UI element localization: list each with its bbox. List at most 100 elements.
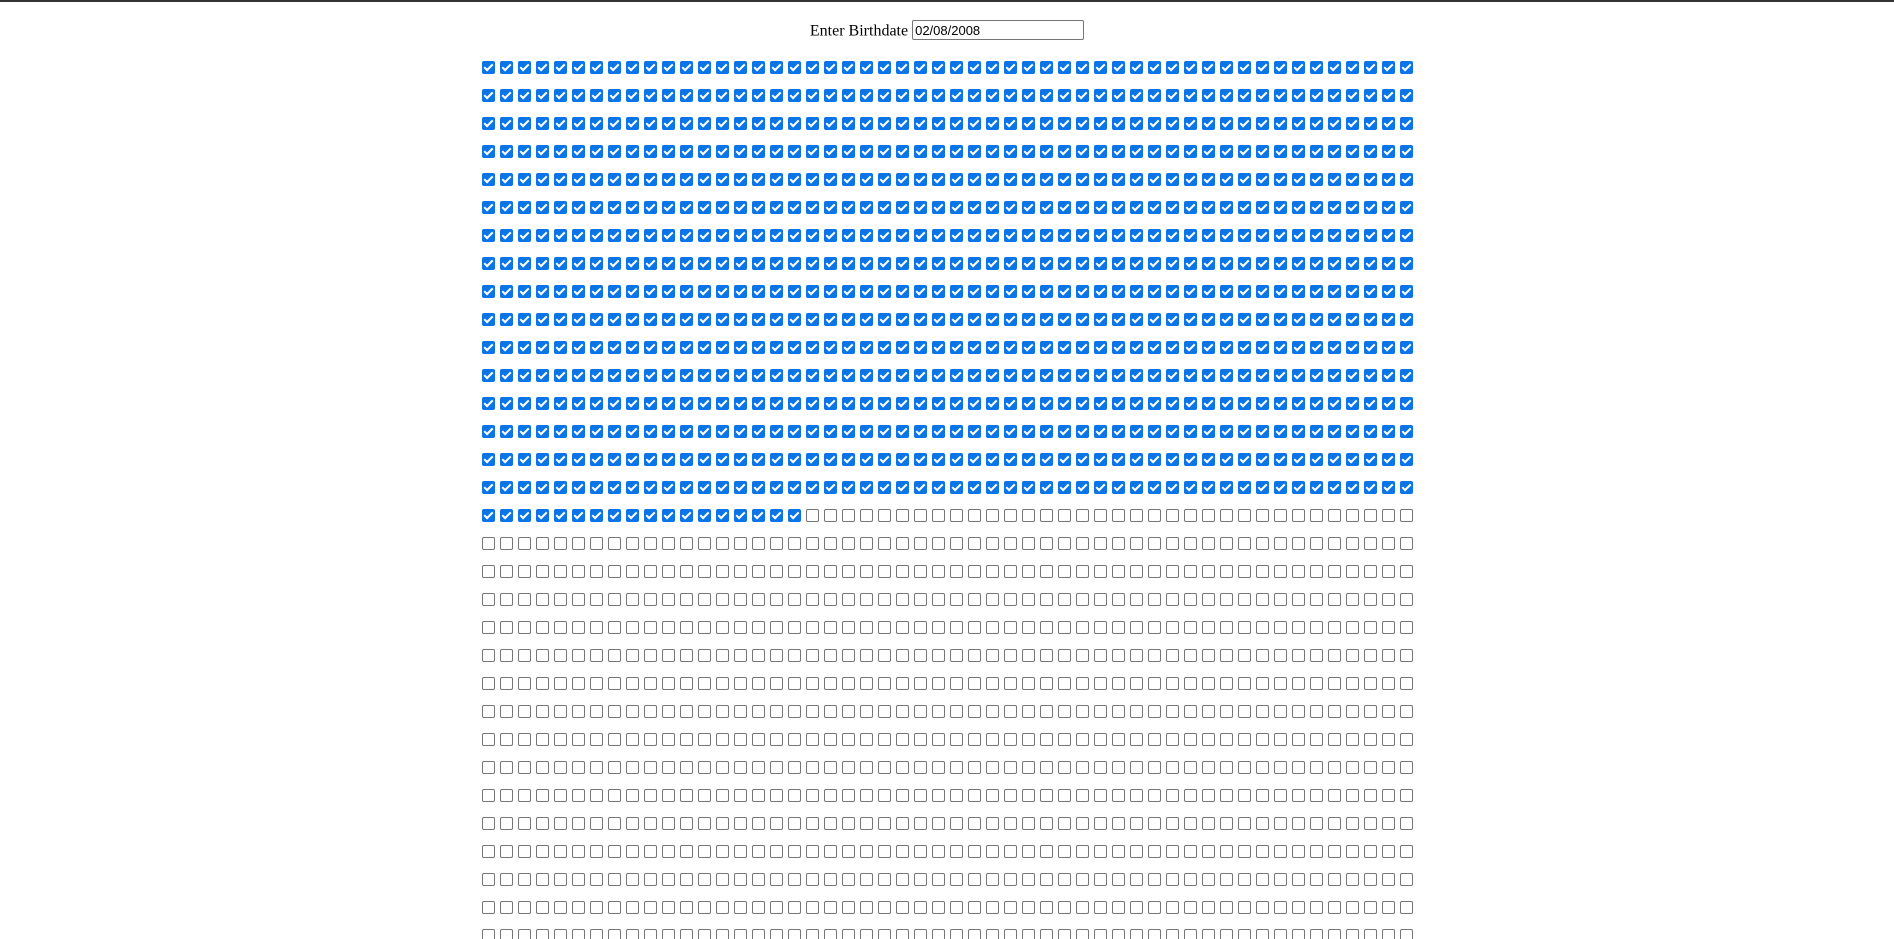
week-checkbox-checked[interactable] xyxy=(914,117,927,130)
week-checkbox-unchecked[interactable] xyxy=(914,789,927,802)
week-checkbox-unchecked[interactable] xyxy=(662,873,675,886)
week-checkbox-checked[interactable] xyxy=(788,453,801,466)
week-checkbox-checked[interactable] xyxy=(572,285,585,298)
week-checkbox-unchecked[interactable] xyxy=(788,817,801,830)
week-checkbox-unchecked[interactable] xyxy=(1364,901,1377,914)
week-checkbox-checked[interactable] xyxy=(1220,481,1233,494)
week-checkbox-checked[interactable] xyxy=(914,313,927,326)
week-checkbox-checked[interactable] xyxy=(698,145,711,158)
week-checkbox-checked[interactable] xyxy=(1040,313,1053,326)
week-checkbox-checked[interactable] xyxy=(1076,117,1089,130)
week-checkbox-unchecked[interactable] xyxy=(1364,873,1377,886)
week-checkbox-unchecked[interactable] xyxy=(914,873,927,886)
week-checkbox-unchecked[interactable] xyxy=(1220,565,1233,578)
week-checkbox-unchecked[interactable] xyxy=(500,593,513,606)
week-checkbox-unchecked[interactable] xyxy=(968,537,981,550)
week-checkbox-checked[interactable] xyxy=(806,481,819,494)
week-checkbox-checked[interactable] xyxy=(680,61,693,74)
week-checkbox-checked[interactable] xyxy=(986,481,999,494)
week-checkbox-unchecked[interactable] xyxy=(986,649,999,662)
week-checkbox-checked[interactable] xyxy=(644,201,657,214)
week-checkbox-unchecked[interactable] xyxy=(608,873,621,886)
week-checkbox-checked[interactable] xyxy=(500,145,513,158)
week-checkbox-unchecked[interactable] xyxy=(1148,705,1161,718)
week-checkbox-unchecked[interactable] xyxy=(1328,537,1341,550)
week-checkbox-unchecked[interactable] xyxy=(734,705,747,718)
week-checkbox-checked[interactable] xyxy=(968,173,981,186)
week-checkbox-checked[interactable] xyxy=(698,397,711,410)
week-checkbox-checked[interactable] xyxy=(518,145,531,158)
week-checkbox-unchecked[interactable] xyxy=(770,733,783,746)
week-checkbox-checked[interactable] xyxy=(1184,257,1197,270)
week-checkbox-unchecked[interactable] xyxy=(806,845,819,858)
week-checkbox-unchecked[interactable] xyxy=(662,705,675,718)
week-checkbox-unchecked[interactable] xyxy=(1094,873,1107,886)
week-checkbox-unchecked[interactable] xyxy=(1040,761,1053,774)
week-checkbox-checked[interactable] xyxy=(950,369,963,382)
week-checkbox-checked[interactable] xyxy=(1130,285,1143,298)
week-checkbox-unchecked[interactable] xyxy=(626,789,639,802)
week-checkbox-unchecked[interactable] xyxy=(896,817,909,830)
week-checkbox-unchecked[interactable] xyxy=(752,845,765,858)
week-checkbox-checked[interactable] xyxy=(680,341,693,354)
week-checkbox-unchecked[interactable] xyxy=(680,845,693,858)
week-checkbox-unchecked[interactable] xyxy=(1112,621,1125,634)
week-checkbox-unchecked[interactable] xyxy=(644,565,657,578)
week-checkbox-checked[interactable] xyxy=(1220,145,1233,158)
week-checkbox-unchecked[interactable] xyxy=(914,733,927,746)
week-checkbox-checked[interactable] xyxy=(1166,285,1179,298)
week-checkbox-checked[interactable] xyxy=(626,369,639,382)
week-checkbox-checked[interactable] xyxy=(590,173,603,186)
week-checkbox-checked[interactable] xyxy=(1094,145,1107,158)
week-checkbox-checked[interactable] xyxy=(482,61,495,74)
week-checkbox-checked[interactable] xyxy=(500,201,513,214)
week-checkbox-checked[interactable] xyxy=(698,117,711,130)
week-checkbox-checked[interactable] xyxy=(1148,145,1161,158)
week-checkbox-unchecked[interactable] xyxy=(824,649,837,662)
week-checkbox-checked[interactable] xyxy=(1274,425,1287,438)
week-checkbox-unchecked[interactable] xyxy=(1238,901,1251,914)
week-checkbox-unchecked[interactable] xyxy=(536,705,549,718)
week-checkbox-unchecked[interactable] xyxy=(662,901,675,914)
week-checkbox-unchecked[interactable] xyxy=(554,761,567,774)
week-checkbox-unchecked[interactable] xyxy=(662,789,675,802)
week-checkbox-checked[interactable] xyxy=(1148,89,1161,102)
week-checkbox-unchecked[interactable] xyxy=(1112,733,1125,746)
week-checkbox-unchecked[interactable] xyxy=(1076,929,1089,939)
week-checkbox-checked[interactable] xyxy=(770,369,783,382)
week-checkbox-unchecked[interactable] xyxy=(518,593,531,606)
week-checkbox-checked[interactable] xyxy=(590,145,603,158)
week-checkbox-checked[interactable] xyxy=(1292,481,1305,494)
week-checkbox-checked[interactable] xyxy=(824,425,837,438)
week-checkbox-checked[interactable] xyxy=(1022,173,1035,186)
week-checkbox-unchecked[interactable] xyxy=(914,761,927,774)
week-checkbox-checked[interactable] xyxy=(1094,229,1107,242)
week-checkbox-checked[interactable] xyxy=(572,313,585,326)
week-checkbox-unchecked[interactable] xyxy=(662,677,675,690)
week-checkbox-unchecked[interactable] xyxy=(608,565,621,578)
week-checkbox-unchecked[interactable] xyxy=(752,593,765,606)
week-checkbox-unchecked[interactable] xyxy=(968,761,981,774)
week-checkbox-unchecked[interactable] xyxy=(1238,929,1251,939)
week-checkbox-checked[interactable] xyxy=(1292,89,1305,102)
week-checkbox-unchecked[interactable] xyxy=(770,677,783,690)
week-checkbox-checked[interactable] xyxy=(896,173,909,186)
week-checkbox-unchecked[interactable] xyxy=(1184,621,1197,634)
week-checkbox-checked[interactable] xyxy=(1076,173,1089,186)
week-checkbox-unchecked[interactable] xyxy=(986,817,999,830)
week-checkbox-checked[interactable] xyxy=(788,397,801,410)
week-checkbox-checked[interactable] xyxy=(662,313,675,326)
week-checkbox-checked[interactable] xyxy=(518,313,531,326)
week-checkbox-checked[interactable] xyxy=(554,425,567,438)
week-checkbox-unchecked[interactable] xyxy=(1220,789,1233,802)
week-checkbox-checked[interactable] xyxy=(1310,257,1323,270)
week-checkbox-checked[interactable] xyxy=(1400,313,1413,326)
week-checkbox-unchecked[interactable] xyxy=(482,873,495,886)
week-checkbox-checked[interactable] xyxy=(1148,257,1161,270)
week-checkbox-checked[interactable] xyxy=(1094,117,1107,130)
week-checkbox-unchecked[interactable] xyxy=(1076,845,1089,858)
week-checkbox-checked[interactable] xyxy=(536,201,549,214)
week-checkbox-unchecked[interactable] xyxy=(1004,761,1017,774)
week-checkbox-unchecked[interactable] xyxy=(680,621,693,634)
week-checkbox-checked[interactable] xyxy=(752,397,765,410)
